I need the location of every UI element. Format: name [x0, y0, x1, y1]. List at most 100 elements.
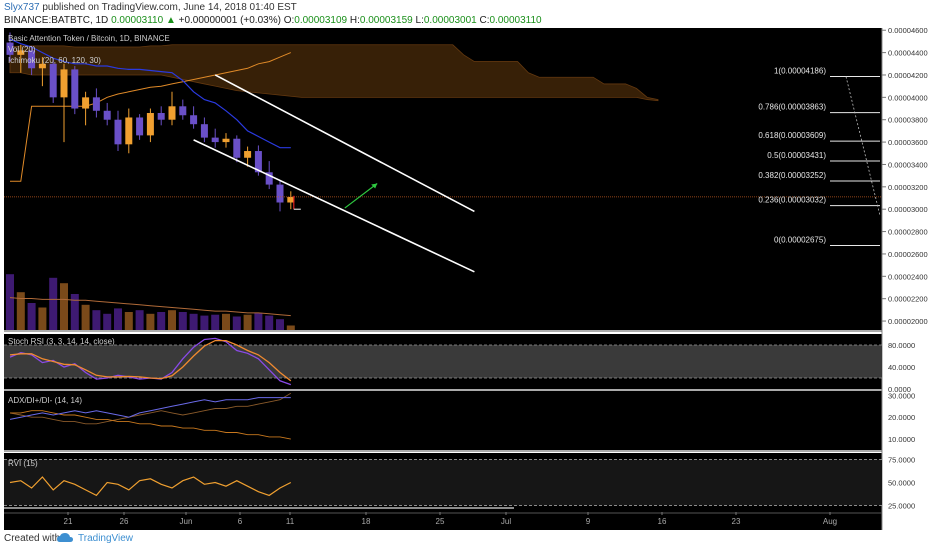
main-chart-title: Basic Attention Token / Bitcoin, 1D, BIN… [8, 34, 170, 43]
volume-bar [70, 294, 79, 330]
volume-ma-line [9, 297, 291, 317]
low-label: L: [415, 15, 424, 26]
volume-bar [103, 313, 112, 330]
projection-arrow-line [344, 182, 378, 209]
close-value: 0.00003110 [489, 15, 542, 26]
candle-body [179, 106, 187, 116]
volume-bar [243, 314, 252, 330]
publish-text: published on TradingView.com, June 14, 2… [42, 2, 297, 13]
volume-bar [6, 274, 14, 330]
price-axis-strip [882, 28, 932, 530]
stoch-tick-label: 0.0000 [888, 385, 911, 394]
candle-body [287, 196, 295, 203]
volume-bar [124, 312, 133, 330]
author-link[interactable]: Slyx737 [4, 2, 40, 13]
price-tick-label: 0.00002000 [888, 317, 928, 326]
candle-body [222, 138, 230, 143]
price-tick-label: 0.00003800 [888, 116, 928, 125]
stoch-band [4, 345, 882, 378]
low-value: 0.00003001 [423, 15, 477, 26]
adx-tick-label: 20.0000 [888, 413, 915, 422]
rvi-band [4, 459, 882, 506]
price-tick-label: 0.00004000 [888, 93, 928, 102]
price-tick-label: 0.00002800 [888, 228, 928, 237]
candle-body [276, 184, 284, 203]
candle-body [200, 124, 208, 138]
time-tick-label: 25 [436, 517, 445, 526]
volume-bar [135, 310, 144, 330]
tradingview-brand[interactable]: TradingView [78, 533, 134, 544]
time-tick-label: 23 [732, 517, 741, 526]
tradingview-cloud-icon [57, 533, 73, 542]
adx-line [9, 392, 292, 425]
time-tick-label: Aug [823, 517, 837, 526]
time-axis-pane [4, 512, 882, 530]
open-value: 0.00003109 [294, 15, 348, 26]
candle-body [233, 138, 241, 158]
ichimoku-cloud [9, 44, 659, 102]
volume-bar [265, 315, 274, 330]
candle-body [254, 151, 262, 173]
publish-info: Slyx737 published on TradingView.com, Ju… [4, 2, 297, 13]
open-label: O: [283, 15, 295, 26]
adx-pane [4, 391, 882, 450]
fib-label: 1(0.00004186) [774, 67, 826, 76]
price-tick-label: 0.00003400 [888, 160, 928, 169]
time-tick-label: 9 [586, 517, 591, 526]
price-tick-label: 0.00004600 [888, 28, 928, 35]
created-with-text: Created with [4, 533, 61, 544]
volume-bar [232, 316, 241, 330]
rvi-tick-label: 25.0000 [888, 502, 915, 511]
volume-bar [211, 314, 220, 330]
time-tick-label: 11 [286, 517, 295, 526]
price-tick-label: 0.00003200 [888, 183, 928, 192]
time-tick-label: Jun [180, 517, 193, 526]
candle-body [168, 106, 176, 120]
close-label: C: [479, 15, 490, 26]
rvi-title: RVI (15) [8, 459, 38, 468]
volume-bar [168, 310, 176, 330]
price-change: +0.00000001 (+0.03%) [178, 15, 281, 26]
price-tick-label: 0.00004200 [888, 71, 928, 80]
candle-body [190, 115, 198, 125]
candle-body [71, 69, 79, 109]
volume-bar [222, 313, 230, 330]
volume-bar [157, 312, 166, 330]
fib-label: 0(0.00002675) [774, 236, 826, 245]
ichimoku-indicator-label: Ichimoku (20, 60, 120, 30) [8, 56, 101, 65]
price-tick-label: 0.00003600 [888, 138, 928, 147]
fib-label: 0.382(0.00003252) [758, 171, 826, 180]
volume-bar [49, 277, 58, 330]
fib-label: 0.236(0.00003032) [758, 196, 826, 205]
high-label: H: [349, 15, 360, 26]
price-tick-label: 0.00003000 [888, 205, 928, 214]
stoch-tick-label: 80.0000 [888, 341, 915, 350]
candle-body [38, 63, 46, 69]
candle-body [244, 151, 252, 158]
adx-title: ADX/DI+/DI- (14, 14) [8, 396, 82, 405]
last-price: 0.00003110 [111, 15, 164, 26]
ohlc-bar: BINANCE:BATBTC, 1D 0.00003110 ▲ +0.00000… [4, 15, 542, 26]
price-tick-label: 0.00002400 [888, 272, 928, 281]
volume-bar [38, 307, 47, 330]
volume-bar [276, 319, 284, 330]
change-arrow: ▲ [165, 15, 176, 26]
volume-bar [60, 283, 68, 330]
symbol-label: BINANCE:BATBTC, 1D [4, 15, 109, 26]
volume-bar [16, 292, 25, 330]
volume-bar [92, 310, 101, 330]
candle-body [114, 119, 122, 145]
volume-bar [189, 313, 198, 330]
adx-tick-label: 10.0000 [888, 435, 915, 444]
time-tick-label: 6 [238, 517, 243, 526]
stoch-tick-label: 40.0000 [888, 363, 915, 372]
candle-body [82, 97, 90, 109]
time-tick-label: 16 [658, 517, 667, 526]
candle-body [157, 113, 165, 120]
stoch-d-line [9, 339, 292, 382]
candle-body [60, 69, 68, 98]
candle-body [49, 63, 57, 98]
tradingview-chart[interactable]: 0.00004600 0.00004400 0.00004200 0.00004000… [0, 28, 932, 530]
candle-body [125, 117, 133, 145]
di-minus-line [10, 410, 291, 440]
